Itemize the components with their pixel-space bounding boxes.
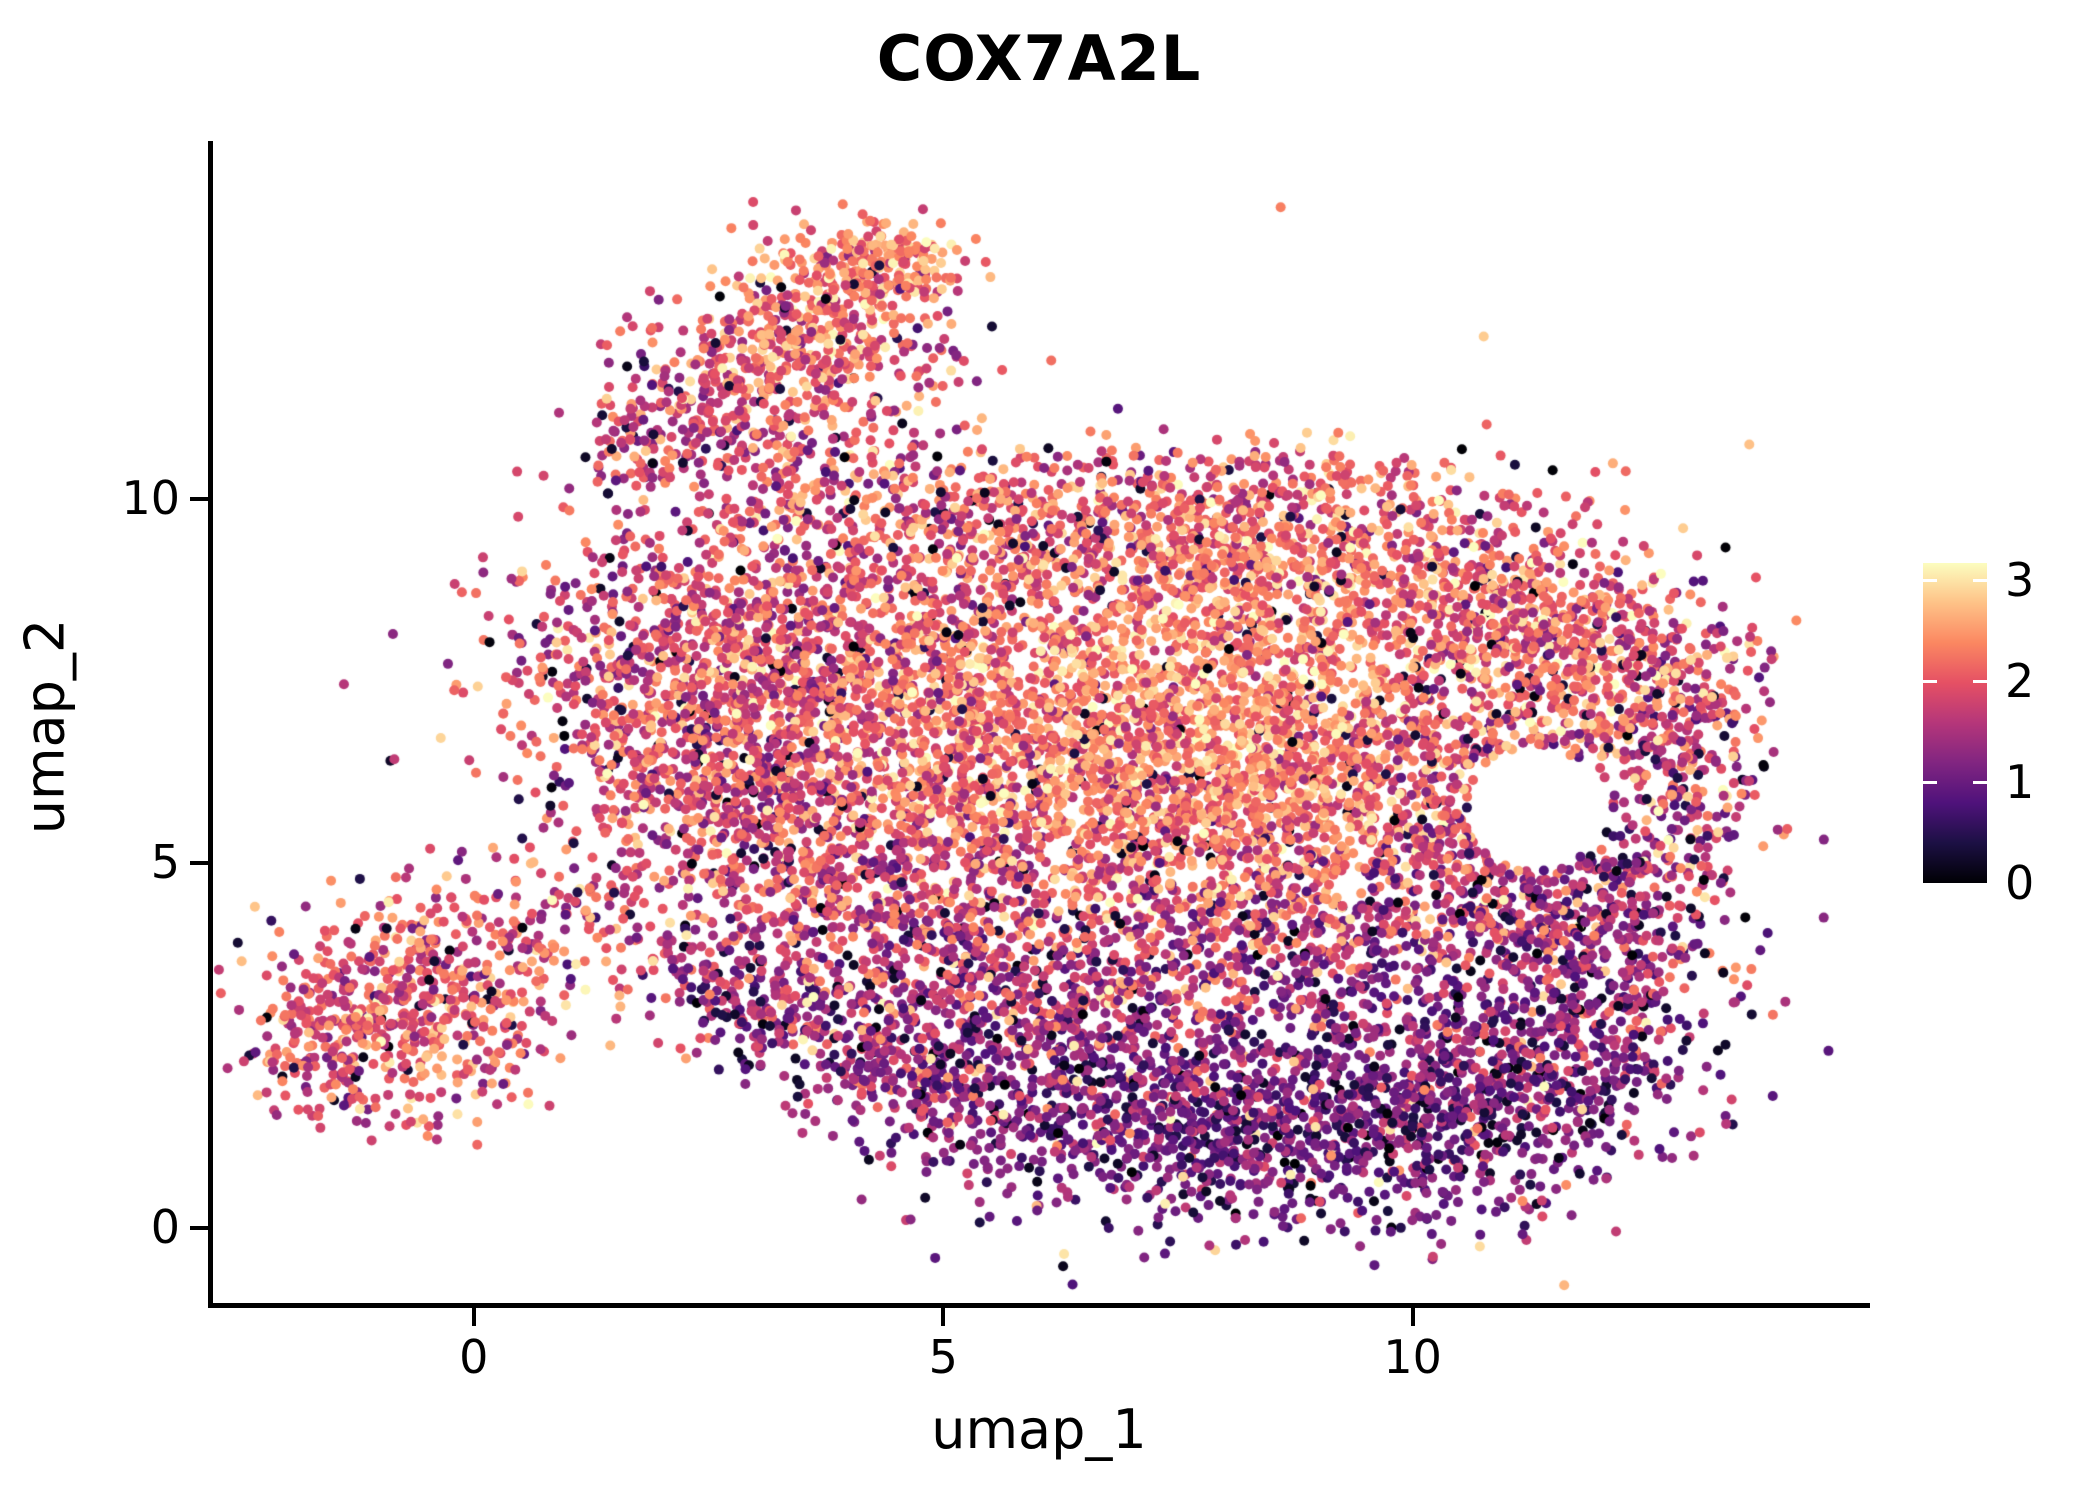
x-tick-mark xyxy=(1410,1308,1415,1326)
x-axis-line xyxy=(208,1303,1870,1308)
colorbar-tick-label: 1 xyxy=(2005,755,2035,810)
x-tick-label: 10 xyxy=(1383,1330,1442,1384)
y-tick-label: 10 xyxy=(121,470,180,525)
y-tick-mark xyxy=(190,861,208,866)
colorbar-tick-mark xyxy=(1973,781,1987,785)
colorbar-tick-mark xyxy=(1923,781,1937,785)
colorbar-tick-mark xyxy=(1973,579,1987,583)
colorbar-tick-label: 0 xyxy=(2005,856,2035,910)
x-axis-title: umap_1 xyxy=(931,1398,1147,1461)
y-tick-label: 0 xyxy=(150,1200,180,1255)
x-tick-label: 0 xyxy=(459,1330,489,1384)
colorbar-tick-mark xyxy=(1923,579,1937,583)
y-tick-mark xyxy=(190,496,208,501)
y-axis-title: umap_2 xyxy=(13,618,77,835)
x-tick-label: 5 xyxy=(928,1330,958,1384)
y-tick-label: 5 xyxy=(150,835,180,890)
colorbar-gradient xyxy=(1923,563,1987,883)
colorbar-tick-label: 3 xyxy=(2005,553,2035,608)
colorbar-tick-mark xyxy=(1923,680,1937,684)
plot-title: COX7A2L xyxy=(876,22,1202,95)
x-tick-mark xyxy=(941,1308,946,1326)
y-tick-mark xyxy=(190,1226,208,1231)
y-axis-line xyxy=(208,141,213,1308)
colorbar-tick-label: 2 xyxy=(2005,654,2035,709)
colorbar-tick-mark xyxy=(1973,680,1987,684)
x-tick-mark xyxy=(471,1308,476,1326)
